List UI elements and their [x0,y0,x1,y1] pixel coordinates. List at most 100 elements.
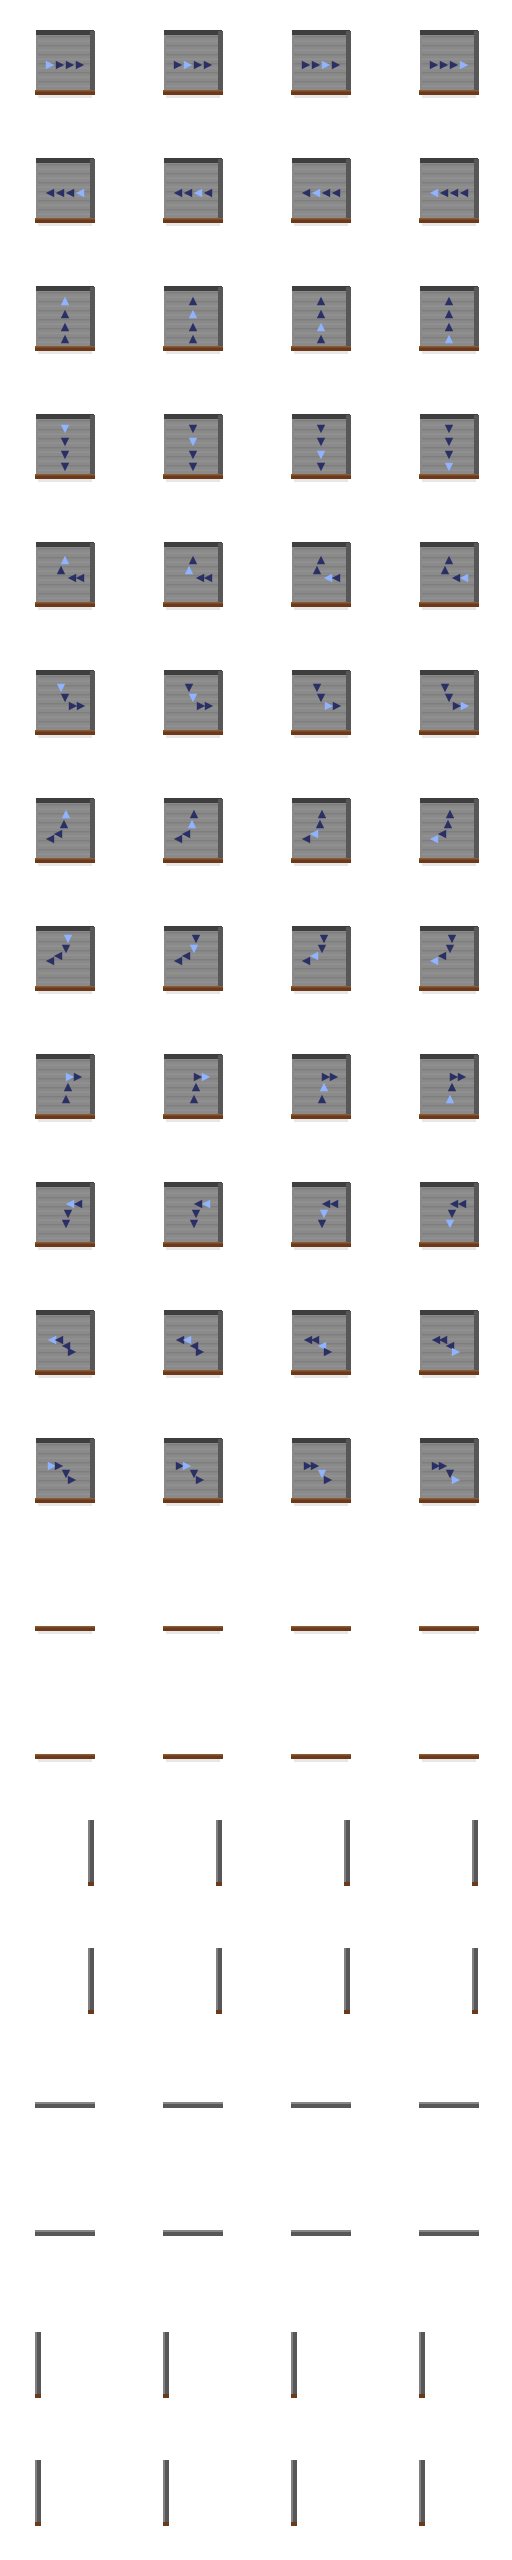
block-face [164,544,222,602]
block-base [419,986,479,991]
side-post [472,1948,478,2012]
block-top-edge [420,286,478,291]
conveyor-block-graphic [35,1182,95,1250]
arrow-left-icon [193,1199,203,1209]
base-strip [163,1626,223,1631]
block-base [291,1242,351,1247]
block-side-edge [474,1183,479,1243]
block-side-edge [474,159,479,219]
block-face [420,1184,478,1242]
block-side-edge [346,31,351,91]
arrow-down-icon [188,424,198,434]
block-face [164,800,222,858]
block-side-edge [346,671,351,731]
block-base [291,474,351,479]
base-strip [35,1754,95,1759]
arrow-left-icon [195,573,205,583]
block-base [291,1498,351,1503]
block-top-edge [36,1310,94,1315]
block-side-edge [218,799,223,859]
block-base [291,90,351,95]
block-face [164,1440,222,1498]
block-side-edge [346,543,351,603]
conveyor-block-sprite [160,1308,226,1380]
block-face [36,1440,94,1498]
conveyor-block-sprite [288,284,354,356]
arrow-up-icon [447,1082,457,1092]
arrow-right-icon [329,1072,339,1082]
arrow-right-icon [173,60,183,70]
arrow-right-icon [68,701,78,711]
arrow-left-icon [67,573,77,583]
block-face [164,1184,222,1242]
block-top-edge [420,542,478,547]
arrow-left-icon [173,956,183,966]
conveyor-block-sprite [416,924,482,996]
arrow-down-icon [316,693,326,703]
base-strip-sprite [32,1626,98,1698]
top-bar [163,2102,223,2108]
arrow-left-icon [321,1199,331,1209]
conveyor-block-graphic [419,542,479,610]
block-face [420,800,478,858]
arrow-up-icon [317,1094,327,1104]
highlighted-arrow-up-icon [188,309,198,319]
block-top-edge [164,542,222,547]
side-post-right-graphic [472,1820,478,1886]
block-base [419,1370,479,1375]
block-base [163,986,223,991]
arrow-left-icon [459,188,469,198]
block-top-edge [292,1182,350,1187]
block-top-edge [164,670,222,675]
conveyor-block-graphic [35,414,95,482]
base-strip-graphic [163,1626,223,1634]
arrow-left-icon [331,573,341,583]
side-post [35,2460,41,2524]
highlighted-arrow-down-icon [317,1469,327,1479]
top-bar-graphic [419,2230,479,2236]
arrow-left-icon [45,188,55,198]
block-side-edge [346,415,351,475]
conveyor-block-graphic [291,1438,351,1506]
base-strip-graphic [419,1626,479,1634]
arrow-right-icon [331,60,341,70]
block-top-edge [420,926,478,931]
block-side-edge [218,31,223,91]
side-post-right-sprite [160,1820,226,1892]
block-top-edge [292,542,350,547]
top-bar [35,2102,95,2108]
side-post-right-sprite [416,1820,482,1892]
conveyor-block-graphic [163,286,223,354]
block-top-edge [36,158,94,163]
side-post [35,2332,41,2396]
arrow-right-icon [193,60,203,70]
highlighted-arrow-up-icon [445,1094,455,1104]
base-strip-sprite [288,1626,354,1698]
block-top-edge [36,1182,94,1187]
block-side-edge [90,799,95,859]
block-top-edge [36,542,94,547]
block-top-edge [292,286,350,291]
highlighted-arrow-left-icon [309,951,319,961]
conveyor-block-sprite [160,796,226,868]
conveyor-block-sprite [416,1436,482,1508]
block-face [292,544,350,602]
block-face [292,1184,350,1242]
highlighted-arrow-down-icon [445,1219,455,1229]
highlighted-arrow-right-icon [183,60,193,70]
conveyor-block-graphic [291,414,351,482]
block-base [35,346,95,351]
arrow-left-icon [301,956,311,966]
arrow-right-icon [321,1072,331,1082]
side-post-left-sprite [288,2460,354,2532]
block-top-edge [164,1054,222,1059]
arrow-left-icon [173,188,183,198]
highlighted-arrow-left-icon [459,573,469,583]
highlighted-arrow-right-icon [324,701,334,711]
base-strip-sprite [160,1754,226,1826]
block-face [420,1440,478,1498]
top-bar-graphic [163,2102,223,2108]
highlighted-arrow-left-icon [201,1199,211,1209]
arrow-left-icon [203,188,213,198]
side-post-left-sprite [32,2460,98,2532]
